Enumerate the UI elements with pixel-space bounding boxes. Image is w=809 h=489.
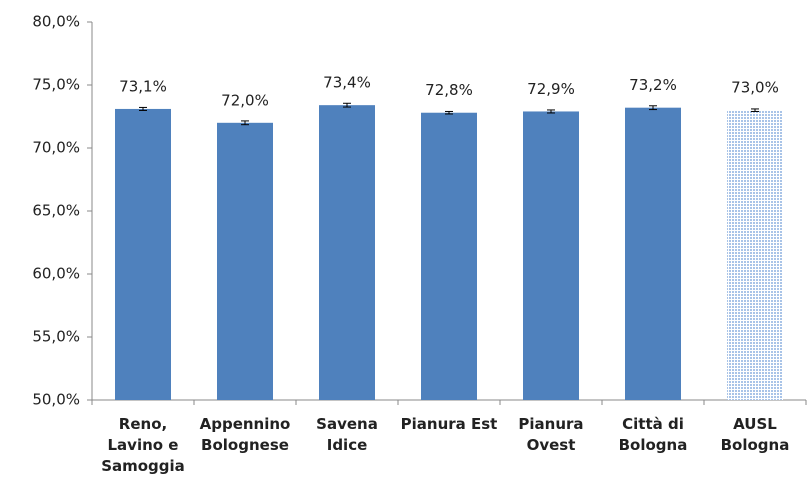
x-tick-label: Reno, Lavino e Samoggia bbox=[101, 415, 185, 475]
x-tick-label: Città di Bologna bbox=[618, 415, 688, 454]
y-tick-label: 50,0% bbox=[32, 391, 80, 409]
y-tick-label: 75,0% bbox=[32, 76, 80, 94]
value-label: 73,0% bbox=[731, 79, 779, 97]
x-tick-label: Pianura Est bbox=[400, 415, 498, 433]
bar bbox=[625, 107, 681, 401]
x-tick-label: Appennino Bolognese bbox=[199, 415, 291, 454]
value-label: 72,8% bbox=[425, 81, 473, 99]
bar bbox=[115, 108, 171, 400]
bar bbox=[319, 105, 375, 400]
y-tick-label: 60,0% bbox=[32, 265, 80, 283]
bar bbox=[727, 110, 783, 400]
y-tick-label: 70,0% bbox=[32, 139, 80, 157]
y-tick-label: 55,0% bbox=[32, 328, 80, 346]
bar bbox=[421, 112, 477, 400]
value-label: 72,9% bbox=[527, 80, 575, 98]
x-tick-label: Savena Idice bbox=[316, 415, 378, 454]
value-label: 72,0% bbox=[221, 91, 269, 109]
x-tick-label: AUSL Bologna bbox=[720, 415, 790, 454]
y-tick-label: 80,0% bbox=[32, 13, 80, 31]
x-tick-label: Pianura Ovest bbox=[518, 415, 584, 454]
value-label: 73,1% bbox=[119, 77, 167, 95]
bar bbox=[217, 122, 273, 401]
y-tick-label: 65,0% bbox=[32, 202, 80, 220]
value-label: 73,2% bbox=[629, 76, 677, 94]
value-label: 73,4% bbox=[323, 74, 371, 92]
bar bbox=[523, 111, 579, 401]
